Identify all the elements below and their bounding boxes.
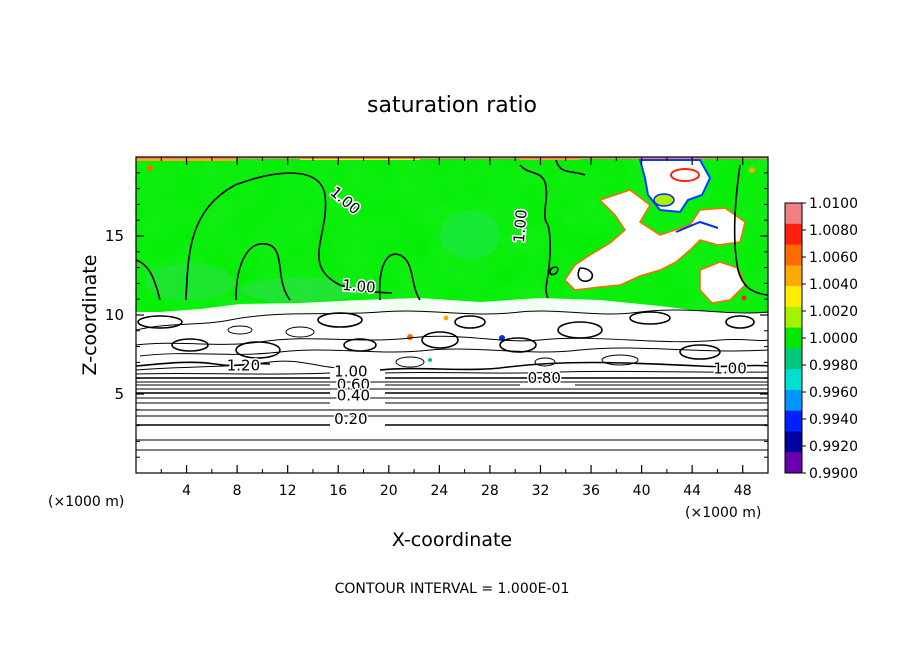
colorbar-label: 1.0020 <box>809 304 858 320</box>
contour-label: 1.00 <box>510 209 531 244</box>
x-axis-label: X-coordinate <box>392 529 512 551</box>
contour-label: 1.00 <box>334 363 367 381</box>
colorbar-label: 1.0080 <box>809 223 858 239</box>
x-tick-label: 16 <box>329 483 347 499</box>
x-tick-label: 36 <box>582 483 600 499</box>
contour-label: 1.00 <box>341 276 376 297</box>
contour-label: 0.40 <box>337 386 370 404</box>
colorbar-label: 1.0040 <box>809 277 858 293</box>
x-tick-label: 40 <box>633 483 651 499</box>
contours-lower <box>136 360 768 451</box>
x-tick-label: 20 <box>380 483 398 499</box>
x-tick-label: 8 <box>233 483 242 499</box>
colorbar-label: 1.0000 <box>809 331 858 347</box>
colorbar-label: 1.0100 <box>809 196 858 212</box>
x-axis-ticks: 4 8 12 16 20 24 28 32 36 40 44 48 <box>160 157 752 499</box>
colorbar-label: 1.0060 <box>809 250 858 266</box>
x-tick-label: 12 <box>279 483 297 499</box>
x-tick-label: 44 <box>683 483 701 499</box>
colorbar-swatch <box>785 265 802 287</box>
colorbar-label: 0.9980 <box>809 358 858 374</box>
contour-label: 0.20 <box>334 410 367 428</box>
y-axis-label: Z-coordinate <box>79 255 101 376</box>
colorbar-swatch <box>785 369 802 391</box>
colorbar-swatch <box>785 410 802 432</box>
y-tick-label: 10 <box>105 306 124 324</box>
contours-cells <box>136 309 768 368</box>
x-tick-label: 28 <box>481 483 499 499</box>
colorbar-swatch <box>785 431 802 453</box>
contour-interval-note: CONTOUR INTERVAL = 1.000E-01 <box>335 581 570 597</box>
contour-label: 1.00 <box>713 359 746 377</box>
contours-upper <box>136 159 768 301</box>
colorbar-swatch <box>785 306 802 329</box>
x-tick-label: 48 <box>734 483 752 499</box>
colorbar-label: 0.9960 <box>809 385 858 401</box>
x-tick-label: 4 <box>182 483 191 499</box>
x-tick-label: 24 <box>430 483 448 499</box>
colorbar-swatch <box>785 286 802 308</box>
z-unit-label: (×1000 m) <box>48 494 124 510</box>
colorbar-label: 0.9920 <box>809 439 858 455</box>
colorbar-swatch <box>785 244 802 266</box>
colorbar-label: 0.9940 <box>809 412 858 428</box>
x-tick-label: 32 <box>532 483 550 499</box>
plot-area: 1.001.001.001.20 1.000.600.400.801.000.20 <box>136 157 768 473</box>
colorbar: 1.0100 1.0080 1.0060 1.0040 1.0020 1.0000 0.99… <box>784 196 858 482</box>
x-unit-label: (×1000 m) <box>685 505 761 521</box>
field-white-patch <box>564 189 746 291</box>
contour-label: 0.80 <box>528 369 561 387</box>
contour-label: 1.20 <box>227 356 260 374</box>
colorbar-swatch <box>785 203 802 225</box>
colorbar-label: 0.9900 <box>809 466 858 482</box>
colorbar-swatch <box>785 452 802 474</box>
y-axis-ticks: 5 10 15 <box>105 172 768 458</box>
colorbar-swatch <box>785 389 802 412</box>
colorbar-swatch <box>785 327 802 349</box>
y-tick-label: 15 <box>105 227 124 245</box>
chart-title: saturation ratio <box>367 93 537 118</box>
contour-label: 0.60 <box>337 375 370 393</box>
colorbar-swatch <box>785 223 802 246</box>
colorbar-swatch <box>785 348 802 370</box>
y-tick-label: 5 <box>114 385 124 403</box>
